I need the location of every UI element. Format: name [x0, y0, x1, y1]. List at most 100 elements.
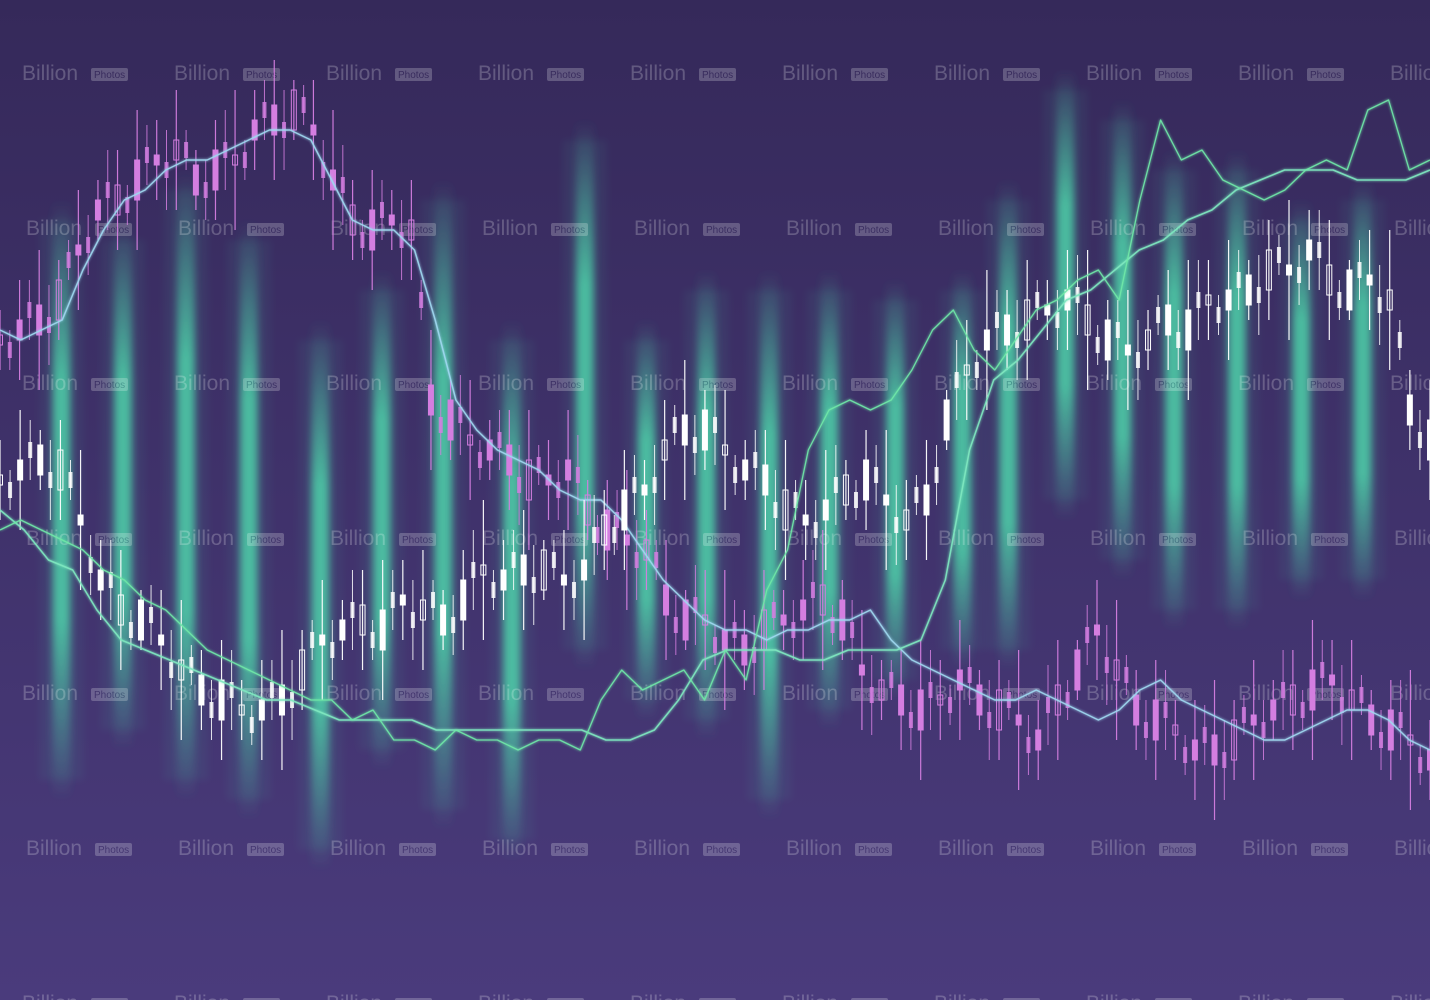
candle-body — [189, 657, 194, 673]
candle-body — [1281, 682, 1286, 698]
glow-bar-haze — [421, 200, 466, 810]
candle-body — [419, 292, 424, 308]
candle-body — [27, 302, 32, 318]
watermark-brand: Billion — [630, 682, 686, 705]
candle-body — [75, 244, 82, 256]
candle-body — [1346, 269, 1353, 311]
watermark-brand: Billion — [782, 372, 838, 395]
glow-bar-haze — [940, 290, 985, 650]
candle-body — [1044, 304, 1051, 316]
candle-body — [1074, 649, 1081, 691]
watermark-brand: Billion — [22, 682, 78, 705]
candle-body — [232, 154, 239, 166]
candle-body — [813, 522, 818, 538]
candle-body — [212, 149, 219, 191]
watermark-tag: Photos — [554, 225, 585, 236]
watermark-tag: Photos — [398, 690, 429, 701]
glow-bar-haze — [489, 340, 534, 840]
watermark-brand: Billion — [634, 217, 690, 240]
candle-body — [137, 599, 144, 641]
watermark-brand: Billion — [1090, 837, 1146, 860]
candle-body — [1222, 752, 1227, 768]
watermark-brand: Billion — [934, 992, 990, 1000]
candle-body — [321, 162, 326, 178]
candle-body — [1309, 669, 1316, 711]
candle-body — [889, 672, 894, 688]
candle-body — [615, 512, 620, 528]
candle-body — [117, 594, 124, 626]
watermark-tag: Photos — [854, 380, 885, 391]
candle-body — [497, 432, 502, 448]
candle-body — [1124, 667, 1129, 683]
watermark-tag: Photos — [98, 845, 129, 856]
watermark-tag: Photos — [1006, 70, 1037, 81]
candle-body — [48, 472, 53, 488]
watermark-brand: Billion — [22, 62, 78, 85]
watermark-brand: Billion — [1394, 837, 1430, 860]
candle-body — [874, 467, 879, 483]
candle-body — [1026, 737, 1031, 753]
candle-body — [408, 219, 415, 241]
candle-body — [963, 364, 970, 376]
candle-body — [419, 599, 426, 621]
candle-body — [1202, 727, 1207, 743]
candle-body — [1211, 734, 1218, 766]
candle-body — [46, 317, 51, 333]
watermark-brand: Billion — [630, 372, 686, 395]
glow-bar-haze — [298, 340, 343, 850]
candle-body — [822, 499, 829, 521]
glow-bar-haze — [873, 300, 918, 680]
watermark-tag: Photos — [702, 380, 733, 391]
watermark-brand: Billion — [934, 62, 990, 85]
candle-body — [249, 717, 254, 733]
candle-body — [471, 562, 476, 578]
candle-body — [833, 477, 838, 493]
watermark: Billion Photos — [782, 372, 888, 395]
watermark-brand: Billion — [934, 372, 990, 395]
candle-body — [996, 689, 1003, 731]
candle-body — [192, 164, 199, 196]
candle-body — [793, 492, 798, 508]
candle-body — [1231, 719, 1238, 761]
candle-body — [359, 604, 366, 636]
candle-body — [1015, 714, 1022, 726]
watermark-brand: Billion — [22, 372, 78, 395]
candle-body — [987, 712, 992, 728]
candle-body — [242, 152, 247, 168]
candle-body — [983, 329, 990, 351]
candle-body — [511, 552, 516, 568]
candle-body — [169, 662, 174, 678]
candle-body — [1143, 722, 1148, 738]
candle-body — [486, 439, 493, 461]
candle-body — [1261, 722, 1266, 738]
watermark-brand: Billion — [478, 992, 534, 1000]
watermark-brand: Billion — [478, 682, 534, 705]
candle-body — [702, 614, 709, 626]
watermark-brand: Billion — [478, 62, 534, 85]
candle-body — [1357, 262, 1362, 278]
watermark-tag: Photos — [702, 70, 733, 81]
candle-body — [1015, 332, 1020, 348]
candle-body — [1398, 712, 1403, 728]
watermark-tag: Photos — [1158, 690, 1189, 701]
series-moving_average-mint — [0, 169, 1430, 741]
candle-body — [572, 582, 577, 598]
candle-body — [0, 334, 3, 346]
watermark-brand: Billion — [938, 527, 994, 550]
candle-body — [584, 494, 591, 526]
